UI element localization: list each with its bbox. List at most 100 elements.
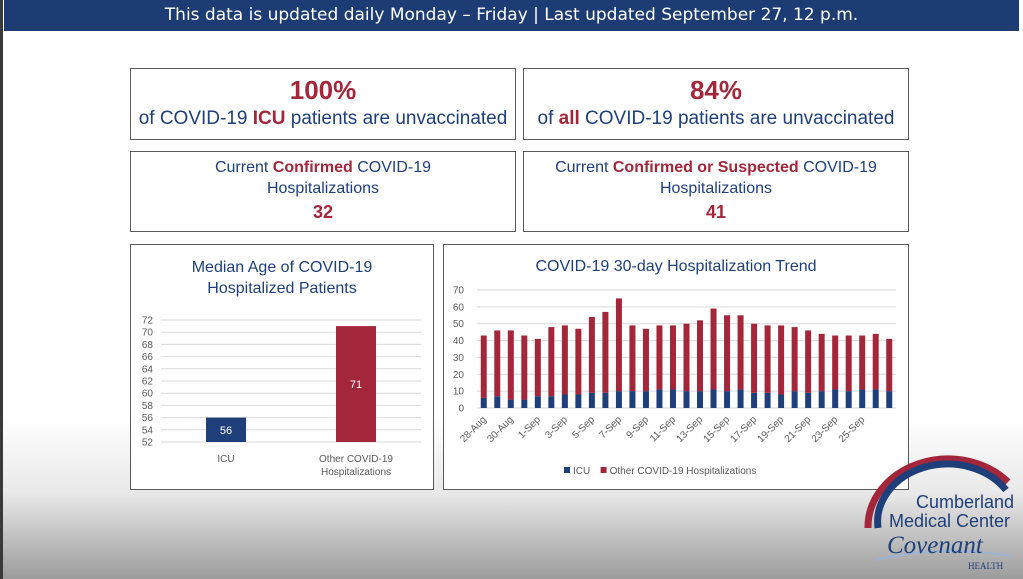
bar-other: [778, 325, 785, 395]
stat-value: 100%: [289, 75, 357, 105]
caption-emphasis: ICU: [252, 108, 286, 129]
legend-label: Other COVID-19 Hospitalizations: [610, 466, 757, 477]
median-age-chart-panel: Median Age of COVID-19 Hospitalized Pati…: [130, 244, 434, 490]
y-tick-label: 72: [142, 316, 154, 327]
bar-icu: [859, 389, 866, 408]
caption-pre: of COVID-19: [138, 108, 253, 129]
bar-other: [642, 328, 649, 392]
title-emphasis: Confirmed: [272, 159, 353, 176]
bar-other: [710, 308, 717, 390]
y-tick-label: 60: [142, 389, 154, 400]
caption-emphasis: all: [558, 108, 580, 129]
bar-other: [588, 316, 595, 393]
bar-icu: [602, 392, 609, 408]
bar-icu: [737, 389, 744, 408]
bar-icu: [710, 389, 717, 408]
stat-title-line1: Current Confirmed or Suspected COVID-19: [524, 159, 908, 177]
bar-icu: [480, 397, 487, 408]
bar-other: [872, 333, 879, 390]
x-tick-label: Other COVID-19: [319, 454, 393, 465]
y-tick-label: 70: [142, 328, 154, 339]
bar-icu: [534, 396, 541, 408]
bar-icu: [697, 391, 704, 408]
bar-other: [737, 315, 744, 390]
legend-swatch: [564, 467, 570, 473]
bar-other: [832, 335, 839, 390]
bar-icu: [764, 392, 771, 408]
y-tick-label: 68: [142, 340, 154, 351]
stat-icu-unvaccinated: 100% of COVID-19 ICU patients are unvacc…: [130, 68, 516, 140]
bar-icu: [669, 389, 676, 408]
bar-icu: [656, 389, 663, 408]
bar-icu: [507, 399, 514, 408]
y-tick-label: 56: [142, 413, 154, 424]
title-emphasis: Confirmed or Suspected: [612, 159, 799, 176]
bar-icu: [886, 391, 893, 408]
bar-other: [669, 325, 676, 390]
y-tick-label: 52: [142, 438, 154, 449]
bar-other: [886, 338, 893, 392]
stat-value: 84%: [689, 75, 743, 105]
data-label: 71: [350, 379, 362, 391]
stat-all-unvaccinated: 84% of all COVID-19 patients are unvacci…: [523, 68, 909, 140]
bar-other: [602, 311, 609, 393]
y-tick-label: 50: [453, 319, 465, 330]
x-tick-label: 28-Aug: [458, 414, 489, 445]
caption-post: COVID-19 patients are unvaccinated: [579, 108, 895, 129]
bar-other: [615, 298, 622, 392]
bar-other: [534, 338, 541, 397]
caption-pre: of: [537, 108, 559, 129]
bar-icu: [575, 394, 582, 408]
x-tick-label: 7-Sep: [597, 414, 624, 441]
legend-swatch: [600, 467, 607, 473]
bar-other: [845, 335, 852, 392]
logo-line1: Cumberland: [916, 492, 1015, 512]
logo-brand: Covenant: [887, 532, 983, 559]
median-age-chart-title-line1: Median Age of COVID-19: [191, 259, 373, 276]
bar: [206, 417, 246, 442]
bar-other: [859, 335, 866, 390]
x-tick-label: 15-Sep: [702, 414, 733, 445]
bar-other: [656, 325, 663, 390]
bar-icu: [494, 396, 501, 408]
y-tick-label: 0: [458, 404, 464, 415]
x-tick-label: Hospitalizations: [321, 467, 391, 478]
x-tick-label: 21-Sep: [783, 414, 814, 445]
bar: [336, 326, 376, 442]
stat-suspected-hospitalizations: Current Confirmed or Suspected COVID-19 …: [523, 151, 909, 232]
trend-chart-title: COVID-19 30-day Hospitalization Trend: [535, 258, 817, 275]
bar-other: [494, 330, 501, 397]
stat-title-line2: Hospitalizations: [659, 180, 773, 197]
bar-other: [507, 330, 514, 400]
y-tick-label: 10: [453, 387, 465, 398]
stat-caption: of all COVID-19 patients are unvaccinate…: [524, 108, 908, 130]
bar-icu: [548, 396, 555, 408]
median-age-chart-title-line2: Hospitalized Patients: [207, 280, 357, 297]
logo-sub: HEALTH: [968, 561, 1004, 571]
bar-icu: [791, 391, 798, 408]
data-label: 56: [220, 425, 232, 437]
y-tick-label: 40: [453, 336, 465, 347]
bar-other: [629, 325, 636, 392]
y-tick-label: 20: [453, 370, 465, 381]
bar-icu: [521, 399, 528, 408]
bar-icu: [872, 389, 879, 408]
x-tick-label: 5-Sep: [570, 414, 597, 441]
y-tick-label: 58: [142, 401, 154, 412]
x-tick-label: 11-Sep: [648, 414, 678, 444]
y-tick-label: 60: [453, 302, 465, 313]
cumberland-logo: Cumberland Medical Center Covenant HEALT…: [860, 452, 1020, 577]
bar-icu: [629, 391, 636, 408]
bar-icu: [615, 391, 622, 408]
bar-other: [751, 323, 758, 393]
bar-icu: [588, 392, 595, 408]
bar-other: [480, 335, 487, 398]
x-tick-label: 1-Sep: [516, 414, 543, 441]
bar-other: [683, 323, 690, 392]
y-tick-label: 30: [453, 353, 465, 364]
logo-arc-icon: [864, 455, 1011, 561]
bar-icu: [751, 392, 758, 408]
bar-icu: [805, 392, 812, 408]
stat-title-line2: Hospitalizations: [266, 180, 380, 197]
